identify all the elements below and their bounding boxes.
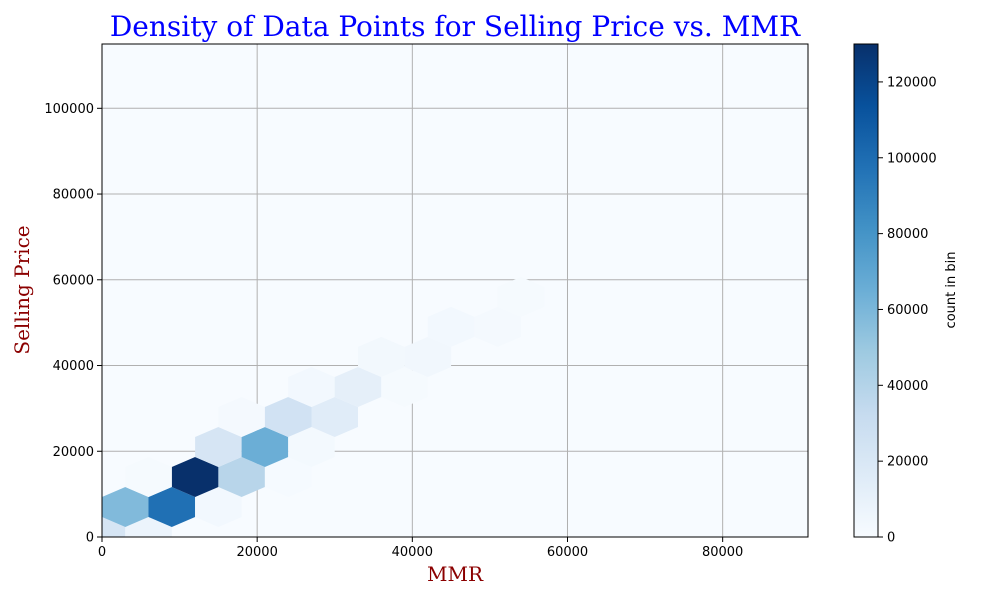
hexbin-cell	[171, 457, 219, 497]
y-tick-label: 100000	[44, 102, 94, 117]
hexbin-cell	[102, 517, 126, 537]
hexbin-cell	[218, 457, 265, 497]
colorbar-tick-label: 60000	[887, 303, 928, 318]
y-tick-label: 40000	[53, 359, 94, 374]
hexbin-cell	[334, 367, 382, 407]
hexbin-cell	[311, 397, 358, 437]
hexbin-cell	[427, 306, 475, 347]
y-axis-label: Selling Price	[10, 225, 34, 354]
hexbin-cell	[381, 367, 428, 407]
x-axis-label: MMR	[427, 562, 484, 586]
y-tick-label: 60000	[53, 273, 94, 288]
colorbar-tick-label: 100000	[887, 151, 937, 166]
hexbin-cell	[125, 457, 172, 497]
hexbin-cell	[474, 306, 521, 347]
y-axis-ticks: 0 20000 40000 60000 80000 100000	[44, 102, 102, 546]
chart-title: Density of Data Points for Selling Price…	[110, 10, 801, 43]
hexbin-cell	[218, 397, 265, 437]
hexbin-cell	[288, 427, 335, 467]
colorbar-ticks: 0 20000 40000 60000 80000 100000 120000	[878, 75, 937, 546]
hexbin-cell	[125, 517, 172, 537]
x-axis-ticks: 0 20000 40000 60000 80000	[98, 537, 743, 560]
hexbin-cell	[195, 487, 242, 527]
grid-lines	[101, 44, 808, 538]
x-tick-label: 0	[98, 545, 106, 560]
hexbin-cell	[241, 427, 289, 467]
x-tick-label: 20000	[236, 545, 277, 560]
colorbar-tick-label: 120000	[887, 75, 937, 90]
colorbar-tick-label: 80000	[887, 227, 928, 242]
y-tick-label: 20000	[53, 445, 94, 460]
hexbin-cell	[102, 487, 149, 527]
hexbin-cell	[358, 336, 405, 377]
colorbar-tick-label: 40000	[887, 379, 928, 394]
x-tick-label: 40000	[392, 545, 433, 560]
hexbin-cell	[404, 336, 452, 377]
hexbin-cell	[195, 427, 242, 467]
hexbin-cells	[102, 276, 545, 537]
hexbin-cell	[264, 397, 312, 437]
x-tick-label: 60000	[547, 545, 588, 560]
colorbar	[853, 43, 879, 538]
y-tick-label: 0	[86, 531, 94, 546]
hexbin-cell	[148, 487, 196, 527]
plot-frame	[101, 43, 809, 538]
colorbar-tick-label: 0	[887, 531, 895, 546]
y-tick-label: 80000	[53, 188, 94, 203]
x-tick-label: 80000	[702, 545, 743, 560]
colorbar-tick-label: 20000	[887, 455, 928, 470]
hexbin-cell	[264, 457, 312, 497]
hexbin-cell	[497, 276, 545, 317]
colorbar-label: count in bin	[944, 252, 959, 329]
hexbin-cell	[288, 367, 335, 407]
